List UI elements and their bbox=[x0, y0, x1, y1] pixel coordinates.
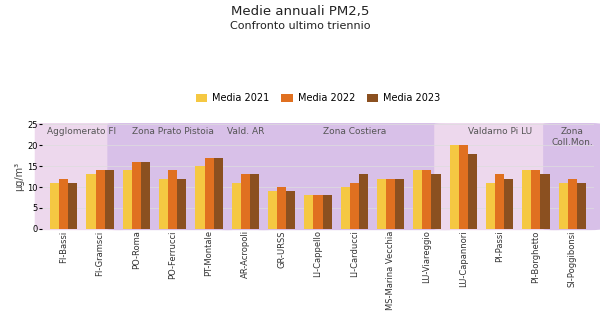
Bar bbox=[277, 187, 286, 229]
Bar bbox=[341, 187, 350, 229]
Bar bbox=[268, 191, 277, 229]
Bar bbox=[559, 183, 568, 229]
FancyBboxPatch shape bbox=[107, 123, 238, 230]
Bar bbox=[350, 183, 359, 229]
Bar bbox=[304, 196, 313, 229]
Bar bbox=[386, 179, 395, 229]
Bar bbox=[541, 175, 550, 229]
Text: Valdarno Pi LU: Valdarno Pi LU bbox=[467, 128, 532, 136]
Bar bbox=[168, 170, 177, 229]
FancyBboxPatch shape bbox=[253, 123, 456, 230]
Bar bbox=[232, 183, 241, 229]
Bar bbox=[241, 175, 250, 229]
Text: Zona
Coll.Mon.: Zona Coll.Mon. bbox=[551, 128, 593, 147]
Bar bbox=[504, 179, 513, 229]
Bar bbox=[431, 175, 440, 229]
Bar bbox=[132, 162, 141, 229]
Bar bbox=[313, 196, 323, 229]
Bar bbox=[495, 175, 504, 229]
Bar bbox=[123, 170, 132, 229]
Bar bbox=[86, 175, 95, 229]
FancyBboxPatch shape bbox=[434, 123, 565, 230]
Bar bbox=[422, 170, 431, 229]
Bar bbox=[50, 183, 59, 229]
Bar bbox=[568, 179, 577, 229]
Bar bbox=[68, 183, 77, 229]
Bar bbox=[196, 166, 205, 229]
Text: Zona Costiera: Zona Costiera bbox=[323, 128, 386, 136]
Bar bbox=[395, 179, 404, 229]
Text: Zona Prato Pistoia: Zona Prato Pistoia bbox=[132, 128, 214, 136]
Bar bbox=[104, 170, 114, 229]
Bar bbox=[359, 175, 368, 229]
FancyBboxPatch shape bbox=[35, 123, 129, 230]
Bar bbox=[159, 179, 168, 229]
Bar bbox=[214, 158, 223, 229]
Text: Agglomerato FI: Agglomerato FI bbox=[47, 128, 116, 136]
Bar bbox=[250, 175, 259, 229]
Bar bbox=[95, 170, 104, 229]
Bar bbox=[486, 183, 495, 229]
Bar bbox=[449, 145, 459, 229]
Text: Medie annuali PM2,5: Medie annuali PM2,5 bbox=[231, 5, 369, 18]
Bar bbox=[413, 170, 422, 229]
Bar bbox=[577, 183, 586, 229]
FancyBboxPatch shape bbox=[217, 123, 274, 230]
Bar bbox=[468, 154, 477, 229]
Legend: Media 2021, Media 2022, Media 2023: Media 2021, Media 2022, Media 2023 bbox=[192, 89, 444, 107]
Bar bbox=[522, 170, 532, 229]
Bar bbox=[177, 179, 187, 229]
Bar bbox=[323, 196, 332, 229]
Text: Confronto ultimo triennio: Confronto ultimo triennio bbox=[230, 21, 370, 31]
Y-axis label: μg/m³: μg/m³ bbox=[14, 162, 25, 191]
Bar bbox=[205, 158, 214, 229]
Bar bbox=[459, 145, 468, 229]
Bar bbox=[141, 162, 150, 229]
FancyBboxPatch shape bbox=[543, 123, 600, 230]
Text: Vald. AR: Vald. AR bbox=[227, 128, 264, 136]
Bar bbox=[377, 179, 386, 229]
Bar bbox=[286, 191, 295, 229]
Bar bbox=[532, 170, 541, 229]
Bar bbox=[59, 179, 68, 229]
